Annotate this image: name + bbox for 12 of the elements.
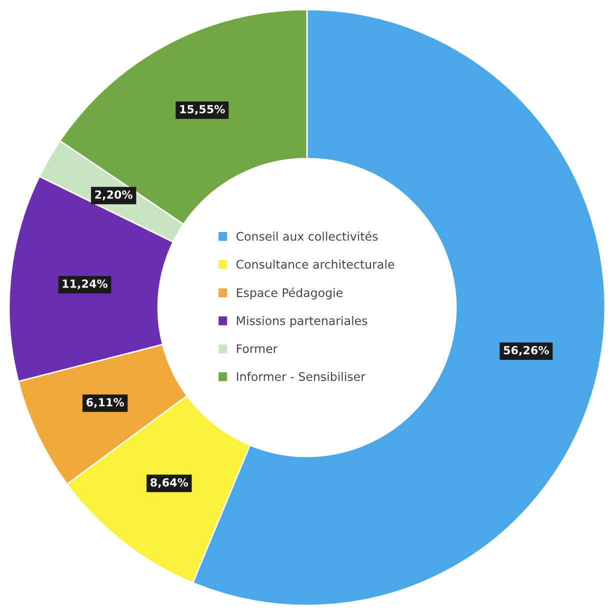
data-label: 56,26% bbox=[504, 346, 549, 356]
data-label: 6,11% bbox=[86, 398, 124, 408]
data-label: 8,64% bbox=[150, 478, 188, 488]
legend-label: Missions partenariales bbox=[236, 316, 368, 328]
legend-label: Informer - Sensibiliser bbox=[236, 372, 366, 382]
legend-label: Consultance architecturale bbox=[236, 260, 394, 269]
legend-label: Conseil aux collectivités bbox=[236, 231, 378, 241]
legend-label: Former bbox=[236, 344, 278, 354]
data-label: 15,55% bbox=[180, 104, 225, 115]
data-label: 11,24% bbox=[62, 279, 108, 290]
legend-label: Espace Pédagogie bbox=[236, 288, 342, 300]
data-label: 2,20% bbox=[95, 190, 132, 200]
